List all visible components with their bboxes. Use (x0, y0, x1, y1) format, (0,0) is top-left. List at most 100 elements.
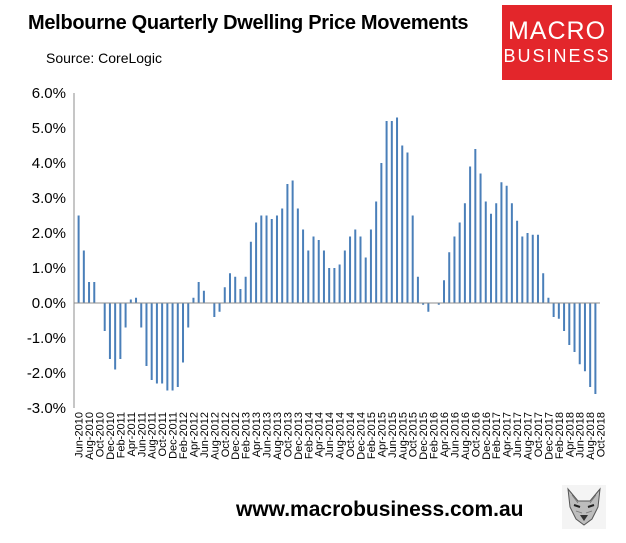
x-tick-label: Jun-2014 (324, 412, 336, 458)
data-bar (317, 240, 320, 303)
data-bar (489, 213, 492, 303)
x-tick-label: Oct-2013 (282, 412, 294, 457)
data-bar (396, 117, 399, 303)
data-bar (594, 303, 597, 394)
data-bar (349, 236, 352, 303)
data-bar (563, 303, 566, 331)
x-tick-label: Apr-2016 (439, 412, 451, 457)
data-bar (103, 303, 106, 331)
x-tick-label: Feb-2014 (303, 412, 315, 459)
data-bar (380, 163, 383, 303)
y-tick-label: 6.0% (32, 85, 66, 102)
data-bar (171, 303, 174, 391)
x-tick-label: Dec-2017 (543, 412, 555, 460)
data-bar (260, 215, 263, 303)
x-tick-label: Feb-2011 (115, 412, 127, 458)
x-tick-label: Jun-2010 (74, 412, 86, 458)
data-bar (411, 215, 414, 303)
x-tick-label: Aug-2013 (272, 412, 284, 460)
x-tick-label: Aug-2015 (397, 412, 409, 460)
data-bar (228, 273, 231, 303)
data-bar (437, 303, 440, 305)
data-bar (401, 145, 404, 303)
x-tick-label: Apr-2011 (126, 412, 138, 456)
data-bar (328, 268, 331, 303)
y-tick-label: -1.0% (27, 330, 66, 347)
data-bar (244, 276, 247, 303)
data-bar (510, 203, 513, 303)
y-tick-label: -3.0% (27, 400, 66, 417)
data-bar (202, 290, 205, 303)
x-tick-label: Jun-2018 (575, 412, 587, 458)
data-bar (150, 303, 153, 380)
data-bar (223, 287, 226, 303)
data-bar (270, 219, 273, 303)
data-bar (322, 250, 325, 303)
x-tick-label: Oct-2012 (220, 412, 232, 457)
data-bar (547, 297, 550, 303)
data-bar (187, 303, 190, 328)
data-bar (369, 229, 372, 303)
data-bar (578, 303, 581, 365)
data-bar (218, 303, 221, 312)
data-bar (573, 303, 576, 352)
data-bar (249, 241, 252, 303)
x-tick-label: Apr-2013 (251, 412, 263, 457)
x-tick-label: Aug-2012 (209, 412, 221, 460)
x-tick-label: Jun-2011 (136, 412, 148, 457)
data-bar (463, 203, 466, 303)
footer-url: www.macrobusiness.com.au (236, 498, 524, 521)
data-bar (239, 289, 242, 303)
data-bar (182, 303, 185, 363)
data-bar (557, 303, 560, 319)
x-tick-label: Jun-2013 (262, 412, 274, 458)
data-bar (275, 215, 278, 303)
data-bar (307, 250, 310, 303)
y-tick-label: 3.0% (32, 190, 66, 207)
x-tick-label: Jun-2017 (512, 412, 524, 458)
data-bar (359, 236, 362, 303)
data-bar (500, 182, 503, 303)
x-tick-label: Dec-2012 (230, 412, 242, 460)
x-tick-label: Oct-2015 (408, 412, 420, 457)
data-bar (406, 152, 409, 303)
x-tick-label: Apr-2015 (376, 412, 388, 457)
data-bar (354, 229, 357, 303)
x-tick-label: Oct-2017 (533, 412, 545, 457)
data-bar (536, 234, 539, 303)
x-tick-label: Jun-2015 (387, 412, 399, 458)
x-tick-label: Apr-2012 (188, 412, 200, 457)
logo-line-2: BUSINESS (503, 46, 611, 66)
x-tick-label: Aug-2017 (523, 412, 535, 460)
logo-line-1: MACRO (507, 17, 607, 45)
y-tick-label: 1.0% (32, 260, 66, 277)
data-bar (129, 299, 132, 303)
data-bar (416, 276, 419, 303)
data-bar (552, 303, 555, 317)
data-bar (422, 303, 425, 305)
x-tick-label: Oct-2011 (157, 412, 169, 456)
data-bar (521, 236, 524, 303)
data-bar (343, 250, 346, 303)
y-tick-label: 4.0% (32, 155, 66, 172)
x-tick-label: Oct-2010 (94, 412, 106, 457)
x-tick-label: Dec-2010 (105, 412, 117, 460)
x-tick-label: Aug-2011 (147, 412, 159, 459)
data-bar (161, 303, 164, 384)
x-tick-label: Feb-2017 (491, 412, 503, 459)
data-bar (385, 121, 388, 303)
y-tick-label: 2.0% (32, 225, 66, 242)
x-tick-label: Aug-2014 (335, 412, 347, 460)
x-tick-label: Apr-2017 (502, 412, 514, 457)
data-bar (495, 203, 498, 303)
x-tick-label: Feb-2015 (366, 412, 378, 459)
x-tick-label: Jun-2012 (199, 412, 211, 458)
data-bar (166, 303, 169, 391)
data-bar (375, 201, 378, 303)
x-tick-label: Apr-2018 (564, 412, 576, 457)
data-bar (135, 297, 138, 303)
data-bar (281, 208, 284, 303)
data-bar (448, 252, 451, 303)
x-tick-label: Oct-2016 (470, 412, 482, 457)
data-bar (338, 264, 341, 303)
